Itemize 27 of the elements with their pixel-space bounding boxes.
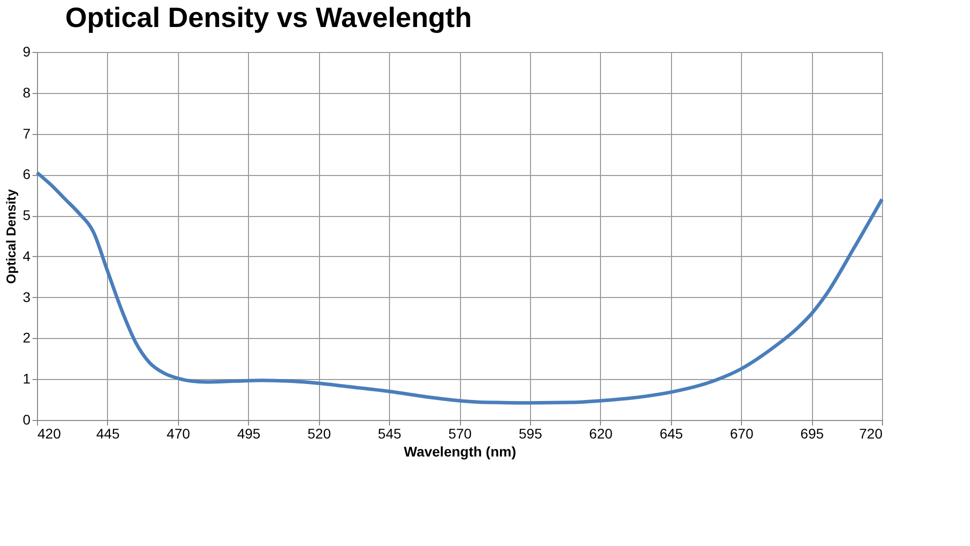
x-tick-label: 495 <box>237 426 261 442</box>
y-axis-title: Optical Density <box>4 188 19 284</box>
x-axis-title: Wavelength (nm) <box>404 444 516 460</box>
x-tick-label: 720 <box>859 426 883 442</box>
x-tick-label: 520 <box>307 426 332 442</box>
x-tick-label: 645 <box>660 426 684 442</box>
y-tick-label: 8 <box>22 84 31 100</box>
x-tick-label: 570 <box>448 426 472 442</box>
x-tick-label: 420 <box>38 426 62 442</box>
x-tick-label: 470 <box>166 426 190 442</box>
x-tick-label: 545 <box>378 426 402 442</box>
y-tick-label: 5 <box>22 207 31 224</box>
y-tick-label: 9 <box>22 44 31 60</box>
y-tick-label: 4 <box>22 248 31 264</box>
x-tick-label: 620 <box>589 426 613 442</box>
x-tick-label: 595 <box>518 426 542 442</box>
line-series <box>35 170 884 405</box>
y-tick-label: 2 <box>22 330 31 346</box>
y-tick-label: 0 <box>22 412 31 428</box>
x-tick-label: 695 <box>800 426 824 442</box>
y-tick-label: 6 <box>22 166 31 182</box>
x-tick-label: 445 <box>96 426 120 442</box>
y-tick-label: 7 <box>22 125 31 142</box>
chart-title: Optical Density vs Wavelength <box>65 2 472 33</box>
y-tick-label: 1 <box>22 370 31 387</box>
y-tick-label: 3 <box>22 288 31 305</box>
x-tick-label: 670 <box>730 426 754 442</box>
